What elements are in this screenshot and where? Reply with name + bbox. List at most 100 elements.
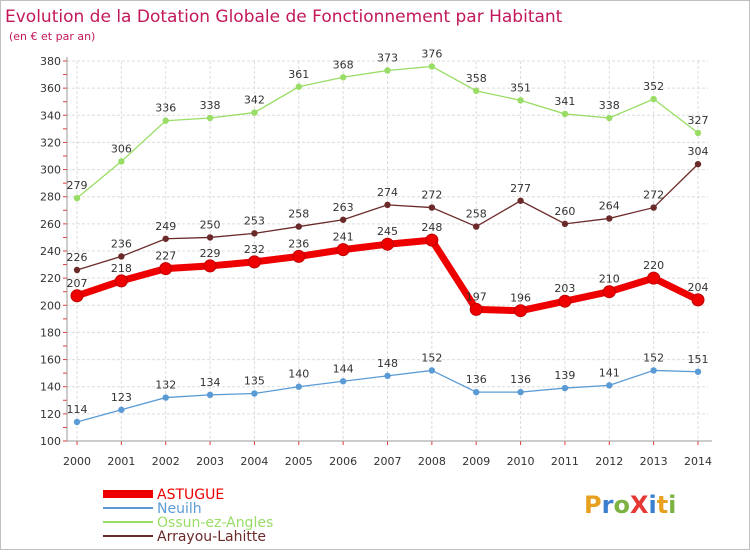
data-label: 134: [200, 376, 221, 389]
data-point: [247, 255, 261, 269]
data-point: [292, 249, 306, 263]
data-point: [114, 274, 128, 288]
x-tick-label: 2007: [374, 455, 402, 468]
data-point: [691, 293, 705, 307]
legend-label: ASTUGUE: [157, 487, 224, 503]
data-label: 352: [643, 80, 664, 93]
data-label: 144: [333, 362, 354, 375]
data-label: 135: [244, 375, 265, 388]
data-label: 152: [421, 351, 442, 364]
data-label: 373: [377, 52, 398, 65]
data-label: 123: [111, 391, 132, 404]
data-label: 232: [244, 243, 265, 256]
data-label: 368: [333, 58, 354, 71]
x-tick-label: 2006: [329, 455, 357, 468]
axes-layer: 100 120 140 160 180 200 220 240 260 280 300 320 340 3…: [40, 55, 712, 468]
data-label: 277: [510, 182, 531, 195]
data-label: 152: [643, 351, 664, 364]
data-point: [606, 114, 613, 122]
data-label: 136: [466, 373, 487, 386]
x-tick-label: 2008: [418, 455, 446, 468]
data-point: [425, 233, 439, 247]
x-tick-label: 2004: [240, 455, 268, 468]
y-tick-label: 340: [40, 109, 61, 122]
y-tick-label: 220: [40, 272, 61, 285]
legend-label: Neuilh: [157, 501, 202, 517]
data-point: [162, 117, 169, 124]
data-point: [473, 87, 480, 95]
data-point: [159, 262, 173, 276]
data-point: [73, 194, 81, 202]
data-point: [339, 74, 347, 81]
data-point: [606, 215, 613, 222]
data-point: [73, 418, 81, 426]
data-label: 249: [155, 220, 176, 233]
data-point: [295, 223, 302, 230]
chart-title: Evolution de la Dotation Globale de Fonc…: [5, 7, 563, 27]
data-label: 272: [643, 189, 664, 202]
data-label: 336: [155, 102, 176, 115]
data-point: [384, 372, 391, 380]
data-point: [381, 237, 394, 251]
x-tick-label: 2000: [63, 455, 91, 468]
data-label: 245: [377, 225, 398, 238]
data-label: 250: [200, 218, 221, 231]
data-point: [251, 390, 258, 397]
data-point: [118, 406, 125, 413]
data-point: [206, 114, 214, 122]
data-point: [694, 160, 702, 168]
data-point: [251, 230, 258, 237]
y-tick-label: 120: [40, 408, 61, 421]
y-tick-label: 360: [40, 82, 61, 95]
data-label: 203: [554, 282, 575, 295]
x-tick-label: 2010: [507, 455, 535, 468]
data-point: [339, 378, 347, 385]
data-label: 342: [244, 94, 265, 107]
data-label: 241: [333, 231, 354, 244]
data-point: [384, 67, 391, 74]
legend-label: Arrayou-Lahitte: [157, 529, 266, 545]
data-point: [650, 95, 657, 103]
y-tick-label: 100: [40, 435, 61, 448]
data-point: [73, 266, 81, 274]
data-label: 258: [466, 208, 487, 221]
data-label: 151: [688, 353, 709, 366]
y-tick-label: 320: [40, 136, 61, 149]
y-tick-label: 280: [40, 191, 61, 204]
data-point: [473, 388, 480, 396]
data-label: 196: [510, 292, 531, 305]
data-label: 327: [688, 114, 709, 127]
x-tick-label: 2002: [152, 455, 180, 468]
data-point: [118, 158, 125, 165]
data-label: 132: [155, 379, 176, 392]
chart-subtitle: (en € et par an): [9, 30, 95, 43]
proxiti-logo: ProXiti: [584, 491, 676, 519]
data-label: 210: [599, 273, 620, 286]
data-point: [206, 391, 214, 399]
x-tick-label: 2009: [462, 455, 490, 468]
data-point: [517, 97, 524, 104]
data-label: 236: [111, 237, 132, 250]
data-point: [694, 129, 702, 137]
data-label: 361: [288, 68, 309, 81]
data-point: [694, 368, 702, 375]
data-label: 304: [688, 145, 709, 158]
data-label: 141: [599, 366, 620, 379]
data-point: [162, 235, 169, 242]
data-label: 248: [421, 221, 442, 234]
data-point: [561, 220, 569, 228]
data-label: 258: [288, 208, 309, 221]
data-label: 341: [554, 95, 575, 108]
data-label: 140: [288, 368, 309, 381]
data-label: 114: [67, 403, 88, 416]
data-label: 139: [554, 369, 575, 382]
data-point: [428, 204, 436, 211]
legend-label: Ossun-ez-Angles: [157, 515, 273, 531]
y-tick-label: 160: [40, 354, 61, 367]
x-tick-label: 2014: [684, 455, 712, 468]
data-label: 272: [421, 189, 442, 202]
data-point: [561, 110, 569, 118]
data-label: 264: [599, 199, 620, 212]
